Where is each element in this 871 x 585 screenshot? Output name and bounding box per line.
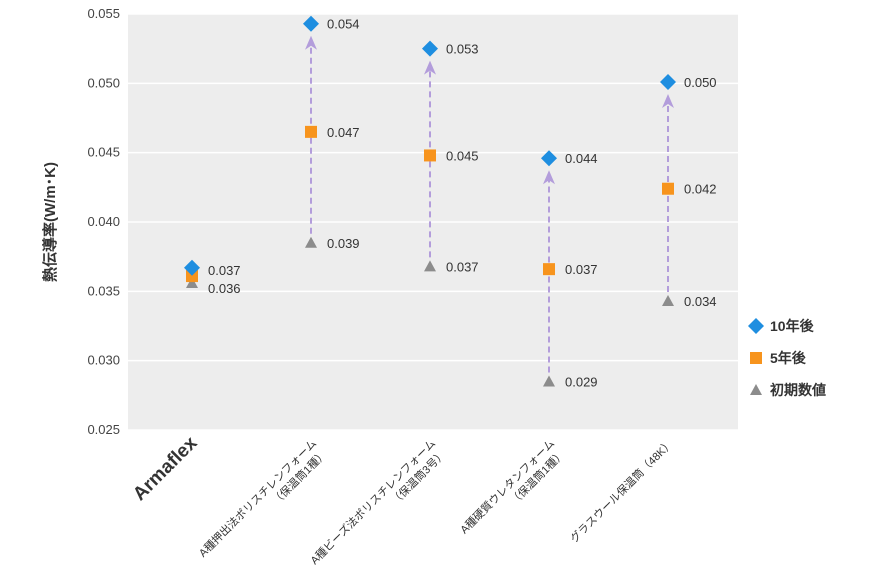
category-label-1: A種押出法ポリスチレンフォーム（保温筒1種） (196, 436, 330, 560)
legend-marker-2 (750, 384, 762, 395)
y-tick-label-4: 0.045 (87, 145, 120, 160)
point-triangle-1 (305, 236, 317, 248)
arrow-head-3 (543, 170, 555, 185)
point-diamond-2 (422, 40, 438, 57)
category-label-0: Armaflex (129, 432, 202, 505)
data-label-diamond-1: 0.054 (327, 17, 360, 32)
point-square-2 (424, 149, 436, 162)
point-triangle-0 (186, 277, 198, 289)
data-label-diamond-2: 0.053 (446, 42, 479, 57)
category-label-4: グラスウール保温筒（48K） (567, 436, 676, 545)
point-square-0 (186, 270, 198, 283)
category-label-line-1-0: A種押出法ポリスチレンフォーム (196, 436, 320, 560)
point-triangle-3 (543, 375, 555, 387)
category-labels: ArmaflexA種押出法ポリスチレンフォーム（保温筒1種）A種ビーズ法ポリスチ… (129, 432, 676, 567)
data-label-square-1: 0.047 (327, 125, 360, 140)
data-label-diamond-4: 0.050 (684, 75, 717, 90)
y-axis-ticks: 0.025 0.030 0.035 0.040 0.045 0.050 0.055 (87, 6, 120, 437)
data-marks: 0.037 0.054 0.053 0.044 0.050 0.047 0.045 0.037… (184, 15, 717, 389)
data-label-square-4: 0.042 (684, 182, 717, 197)
y-tick-label-1: 0.030 (87, 353, 120, 368)
category-label-line-3-0: A種硬質ウレタンフォーム (457, 436, 557, 536)
data-label-triangle-1: 0.039 (327, 236, 360, 251)
point-diamond-1 (303, 15, 319, 32)
category-label-3: A種硬質ウレタンフォーム（保温筒1種） (457, 436, 568, 536)
y-tick-label-0: 0.025 (87, 422, 120, 437)
arrow-head-4 (662, 93, 674, 108)
legend-label-1: 5年後 (770, 350, 807, 366)
point-square-1 (305, 125, 317, 138)
data-label-diamond-0: 0.037 (208, 263, 241, 278)
category-label-line-0-0: Armaflex (129, 432, 202, 505)
category-label-line-4-0: グラスウール保温筒（48K） (567, 436, 676, 545)
arrows (305, 35, 674, 373)
data-label-square-3: 0.037 (565, 262, 598, 277)
y-tick-label-6: 0.055 (87, 6, 120, 21)
data-label-triangle-4: 0.034 (684, 294, 717, 309)
point-diamond-4 (660, 73, 676, 90)
point-triangle-2 (424, 260, 436, 272)
gridlines (128, 13, 738, 431)
point-triangle-4 (662, 295, 674, 307)
data-label-triangle-0: 0.036 (208, 281, 241, 296)
y-tick-label-3: 0.040 (87, 214, 120, 229)
legend-marker-1 (750, 352, 762, 364)
y-tick-label-2: 0.035 (87, 283, 120, 298)
legend-marker-0 (748, 318, 764, 334)
legend-label-2: 初期数値 (770, 382, 826, 398)
point-square-4 (662, 182, 674, 195)
data-label-triangle-2: 0.037 (446, 259, 479, 274)
arrow-head-2 (424, 60, 436, 75)
data-label-triangle-3: 0.029 (565, 374, 598, 389)
point-square-3 (543, 263, 555, 276)
point-diamond-0 (184, 259, 200, 276)
data-label-diamond-3: 0.044 (565, 151, 598, 166)
point-diamond-3 (541, 150, 557, 167)
y-tick-label-5: 0.050 (87, 75, 120, 90)
arrow-head-1 (305, 35, 317, 50)
y-axis-label: 熱伝導率(W/m･K) (41, 162, 59, 282)
legend-label-0: 10年後 (770, 318, 815, 334)
data-label-square-2: 0.045 (446, 148, 479, 163)
